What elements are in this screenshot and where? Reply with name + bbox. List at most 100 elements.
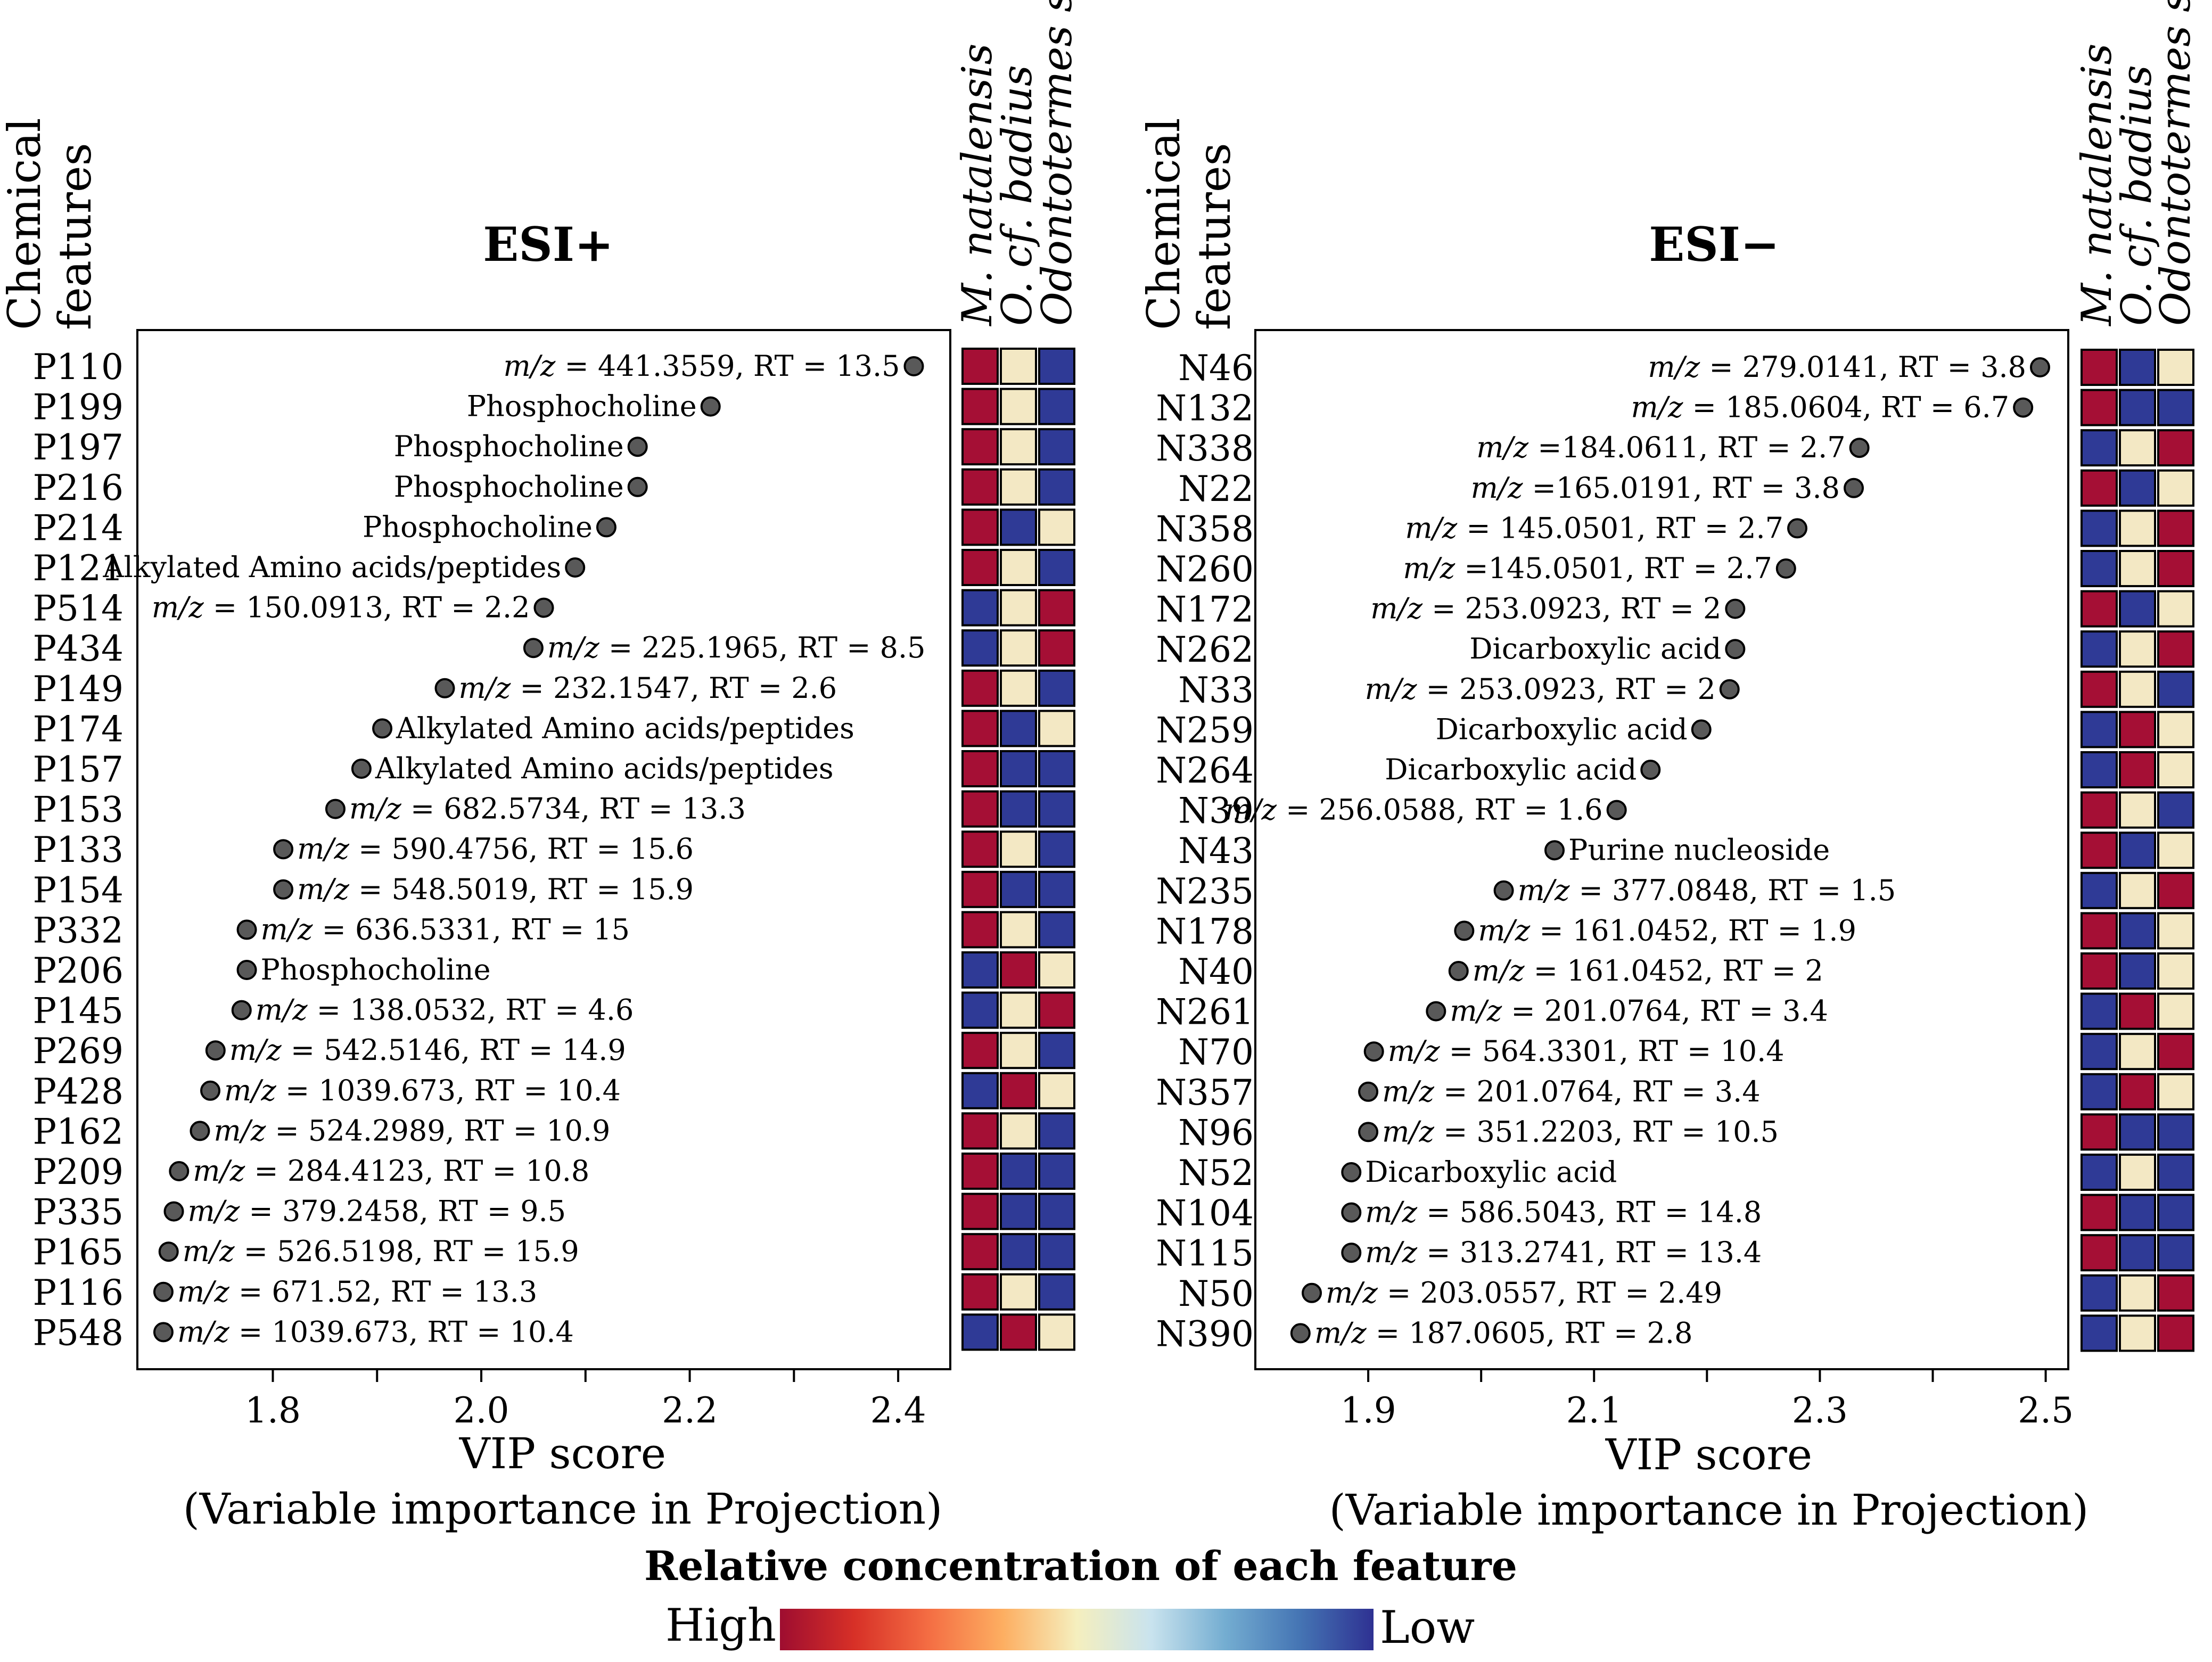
annotation-mz: m/z: [152, 591, 204, 624]
heatmap-cell: [2119, 1033, 2156, 1071]
feature-row: P154 m/z = 548.5019, RT = 15.9: [33, 870, 1075, 911]
heatmap-cell: [2081, 389, 2118, 426]
heatmap-cell: [2081, 952, 2118, 990]
annotation-mz: m/z: [1478, 914, 1530, 947]
feature-row: P133 m/z = 590.4756, RT = 15.6: [33, 829, 1075, 870]
vip-point: [1691, 719, 1712, 740]
heatmap-cell: [2081, 711, 2118, 748]
annotation-text: = 524.2989, RT = 10.9: [266, 1114, 610, 1147]
feature-id: N259: [1156, 710, 1254, 751]
heatmap-cell: [2157, 469, 2194, 507]
heatmap-cell: [2157, 389, 2194, 426]
heatmap-cell: [2081, 1314, 2118, 1352]
feature-row: P162 m/z = 524.2989, RT = 10.9: [33, 1111, 1075, 1152]
feature-id: P174: [33, 709, 124, 750]
vip-point: [1358, 1081, 1379, 1102]
feature-id: N262: [1156, 629, 1254, 670]
species-header: M. natalensis: [2073, 44, 2121, 327]
feature-row: N264 Dicarboxylic acid: [1156, 750, 2194, 791]
vip-point: [627, 476, 648, 497]
heatmap-cell: [961, 1112, 999, 1150]
heatmap-cell: [1038, 428, 1075, 466]
vip-point: [1844, 478, 1864, 498]
heatmap-cell: [1038, 1112, 1075, 1150]
heatmap-cell: [2119, 630, 2156, 668]
species-header: Odontotermes sp.: [1033, 0, 1081, 326]
feature-row: P434 m/z = 225.1965, RT = 8.5: [33, 628, 1075, 669]
vip-point: [1363, 1041, 1384, 1062]
vip-point: [273, 839, 294, 860]
point-annotation: m/z = 377.0848, RT = 1.5: [1518, 874, 1896, 907]
annotation-mz: m/z: [1450, 994, 1502, 1028]
heatmap-cell: [2081, 1113, 2118, 1151]
annotation-text: Dicarboxylic acid: [1385, 753, 1637, 786]
feature-id: P434: [33, 628, 124, 669]
heatmap-cell: [2119, 550, 2156, 587]
feature-id: P269: [33, 1031, 124, 1072]
heatmap-cell: [2119, 1073, 2156, 1110]
heatmap-cell: [2081, 509, 2118, 547]
heatmap-cell: [2157, 912, 2194, 950]
heatmap-cell: [1000, 508, 1037, 546]
vip-point: [1787, 518, 1807, 539]
vip-point: [627, 437, 648, 457]
feature-row: N43 Purine nucleoside: [1178, 830, 2194, 871]
point-annotation: m/z = 564.3301, RT = 10.4: [1388, 1034, 1785, 1068]
feature-row: N261 m/z = 201.0764, RT = 3.4: [1156, 992, 2194, 1033]
annotation-mz: m/z: [1471, 471, 1523, 505]
point-annotation: m/z = 548.5019, RT = 15.9: [297, 873, 694, 906]
point-annotation: m/z = 524.2989, RT = 10.9: [213, 1114, 610, 1147]
x-axis-label: VIP score: [1605, 1430, 1812, 1479]
annotation-text: = 671.52, RT = 13.3: [229, 1275, 537, 1309]
vip-point: [1341, 1202, 1362, 1223]
heatmap-cell: [961, 1032, 999, 1069]
feature-id: P335: [33, 1192, 124, 1233]
vip-point: [2013, 397, 2034, 418]
heatmap-cell: [2157, 751, 2194, 788]
feature-row: P157 Alkylated Amino acids/peptides: [33, 749, 1075, 790]
annotation-mz: m/z: [1631, 391, 1683, 424]
heatmap-cell: [2157, 1274, 2194, 1312]
feature-row: P209 m/z = 284.4123, RT = 10.8: [33, 1151, 1075, 1192]
vip-point: [1725, 598, 1746, 619]
feature-row: N390 m/z = 187.0605, RT = 2.8: [1156, 1313, 2194, 1354]
point-annotation: m/z = 253.0923, RT = 2: [1365, 672, 1716, 706]
feature-id: N178: [1156, 911, 1254, 952]
heatmap-cell: [2157, 349, 2194, 386]
point-annotation: m/z = 138.0532, RT = 4.6: [256, 993, 634, 1027]
heatmap-cell: [1000, 669, 1037, 707]
feature-id: P206: [33, 950, 124, 991]
annotation-text: = 682.5734, RT = 13.3: [401, 792, 746, 826]
heatmap-cell: [1000, 1032, 1037, 1069]
feature-id: P428: [33, 1071, 124, 1112]
annotation-text: = 564.3301, RT = 10.4: [1440, 1034, 1785, 1068]
annotation-mz: m/z: [349, 792, 401, 826]
heatmap-cell: [1038, 790, 1075, 828]
feature-id: N115: [1156, 1233, 1254, 1274]
feature-id: N357: [1156, 1072, 1254, 1113]
heatmap-cell: [2081, 349, 2118, 386]
annotation-text: Phosphocholine: [394, 470, 624, 504]
heatmap-cell: [2081, 832, 2118, 869]
vip-point: [351, 759, 372, 779]
vip-point: [533, 597, 554, 618]
vip-point: [273, 879, 294, 900]
annotation-text: = 542.5146, RT = 14.9: [282, 1033, 626, 1067]
heatmap-cell: [961, 710, 999, 747]
annotation-text: = 225.1965, RT = 8.5: [599, 631, 926, 664]
heatmap-cell: [1000, 388, 1037, 425]
feature-row: P153 m/z = 682.5734, RT = 13.3: [33, 789, 1075, 830]
heatmap-cell: [2119, 429, 2156, 467]
vip-point: [236, 960, 257, 980]
heatmap-cell: [2119, 992, 2156, 1030]
heatmap-cell: [2157, 630, 2194, 668]
feature-row: N262 Dicarboxylic acid: [1156, 629, 2194, 670]
feature-id: P162: [33, 1111, 124, 1152]
legend-high-label: High: [665, 1599, 776, 1651]
annotation-mz: m/z: [1365, 672, 1417, 706]
feature-id: N43: [1178, 830, 1254, 871]
heatmap-cell: [1038, 1313, 1075, 1351]
feature-row: N40 m/z = 161.0452, RT = 2: [1178, 951, 2194, 992]
